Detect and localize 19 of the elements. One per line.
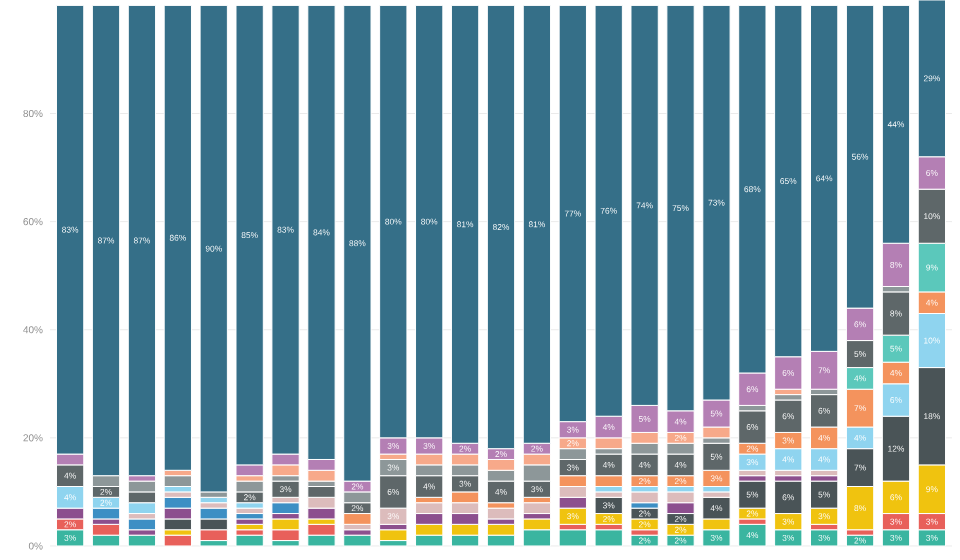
bar (235, 534, 264, 547)
bar (127, 534, 157, 547)
bar (343, 534, 372, 547)
bar (163, 534, 192, 547)
bar (271, 502, 300, 515)
bar (127, 4, 157, 477)
bar (163, 4, 192, 471)
bar (558, 529, 587, 547)
bar (522, 502, 552, 515)
bar (235, 513, 264, 520)
bar (199, 4, 228, 493)
bar (810, 529, 839, 547)
bar (594, 529, 623, 547)
bar (379, 529, 408, 542)
bar (271, 480, 300, 498)
bar (163, 475, 192, 488)
bar (738, 523, 767, 547)
bar (486, 507, 516, 520)
bar (630, 534, 659, 547)
